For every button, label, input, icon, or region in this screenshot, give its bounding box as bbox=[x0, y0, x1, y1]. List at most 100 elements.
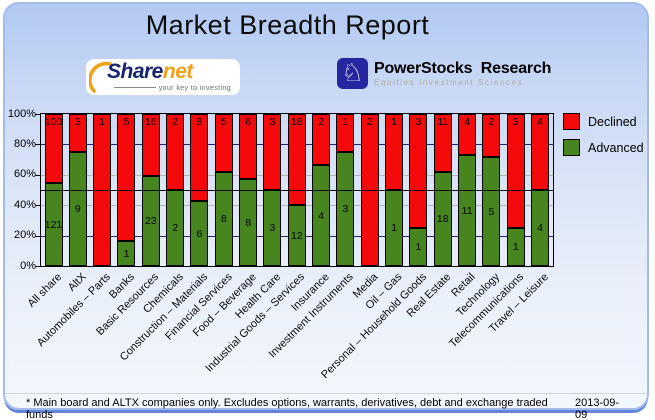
bar-value-declined: 1 bbox=[391, 116, 398, 128]
powerstocks-logo: ♘ PowerStocks Research Equities Investme… bbox=[337, 58, 551, 94]
bar-value-declined: 5 bbox=[123, 116, 130, 128]
bar-segment-declined: 1 bbox=[385, 114, 404, 190]
footer: * Main board and ALTX companies only. Ex… bbox=[26, 397, 631, 420]
y-tick-mark bbox=[35, 266, 40, 267]
bar-value-advanced: 3 bbox=[269, 222, 276, 234]
bar: 4 11 bbox=[458, 114, 477, 266]
bar-value-advanced: 23 bbox=[144, 215, 157, 227]
bar-segment-advanced: 9 bbox=[68, 152, 87, 266]
y-tick-mark bbox=[35, 205, 40, 207]
bar-value-declined: 3 bbox=[74, 116, 81, 128]
y-tick-label: 40% bbox=[13, 198, 36, 211]
sharenet-tagline: your key to investing bbox=[113, 85, 231, 92]
bar-value-declined: 8 bbox=[196, 116, 203, 128]
bar-value-advanced: 12 bbox=[290, 229, 303, 242]
legend-item-declined: Declined bbox=[563, 113, 644, 130]
bar-value-declined: 100 bbox=[44, 116, 63, 128]
legend-swatch-advanced bbox=[563, 139, 580, 156]
bar-segment-declined: 2 bbox=[166, 114, 185, 190]
bar-value-declined: 3 bbox=[512, 116, 519, 128]
plot-area: 100 121 3 9 1 5 1 16 23 2 2 8 6 5 8 6 8 3 3 18 12 2 4 1 3 2 1 1 3 1 11… bbox=[40, 113, 554, 267]
bar-segment-advanced: 8 bbox=[239, 179, 258, 266]
bar-segment-advanced: 18 bbox=[433, 172, 452, 266]
bar: 11 18 bbox=[433, 114, 452, 266]
y-tick-label: 80% bbox=[13, 137, 36, 150]
bar-segment-declined: 11 bbox=[433, 114, 452, 172]
bar-value-declined: 1 bbox=[99, 116, 106, 128]
bar-segment-declined: 6 bbox=[239, 114, 258, 179]
legend: Declined Advanced bbox=[563, 113, 644, 165]
sharenet-tagline-text: your key to investing bbox=[158, 85, 231, 92]
bar-segment-declined: 16 bbox=[141, 114, 160, 176]
bar-value-declined: 4 bbox=[537, 116, 544, 128]
bar-value-advanced: 3 bbox=[342, 203, 349, 215]
bar-value-declined: 4 bbox=[464, 116, 471, 128]
bar-value-declined: 11 bbox=[437, 116, 449, 128]
bar-segment-declined: 8 bbox=[190, 114, 209, 201]
bar-value-advanced: 121 bbox=[44, 218, 63, 231]
bar-segment-declined: 1 bbox=[336, 114, 355, 152]
bar-value-advanced: 2 bbox=[172, 222, 179, 234]
legend-item-advanced: Advanced bbox=[563, 139, 644, 156]
bar-segment-advanced: 3 bbox=[263, 190, 282, 266]
bar-value-advanced: 6 bbox=[196, 227, 203, 240]
bar-value-advanced: 1 bbox=[391, 222, 398, 234]
bar-segment-advanced: 12 bbox=[287, 205, 306, 266]
y-tick-mark bbox=[35, 174, 40, 176]
bar-value-advanced: 1 bbox=[512, 241, 519, 253]
bar-segment-declined: 3 bbox=[68, 114, 87, 152]
bar-segment-advanced: 4 bbox=[312, 165, 331, 266]
chess-knight-icon: ♘ bbox=[337, 58, 368, 89]
sharenet-arc-icon bbox=[89, 61, 112, 93]
fifty-percent-line bbox=[41, 190, 553, 191]
bar-value-declined: 3 bbox=[269, 116, 276, 128]
bar-segment-declined: 2 bbox=[312, 114, 331, 165]
bar-segment-declined: 5 bbox=[214, 114, 233, 172]
sharenet-logo: Sharenet your key to investing bbox=[86, 59, 240, 95]
bar-segment-advanced: 23 bbox=[141, 176, 160, 266]
footer-separator bbox=[5, 393, 650, 394]
bar-segment-declined: 2 bbox=[482, 114, 501, 157]
bar-value-advanced: 4 bbox=[318, 209, 325, 222]
bar-value-advanced: 1 bbox=[415, 241, 422, 253]
powerstocks-tagline: Equities Investment Sciences bbox=[374, 78, 524, 87]
bar-segment-advanced: 8 bbox=[214, 172, 233, 266]
bar: 100 121 bbox=[44, 114, 63, 266]
y-tick-mark bbox=[35, 114, 40, 115]
bar-segment-declined: 5 bbox=[117, 114, 136, 241]
bar-segment-advanced: 3 bbox=[336, 152, 355, 266]
bar-segment-declined: 18 bbox=[287, 114, 306, 205]
y-tick-label: 0% bbox=[20, 259, 36, 272]
bar-segment-declined: 100 bbox=[44, 114, 63, 183]
sharenet-tagline-rule bbox=[113, 87, 156, 88]
bar: 16 23 bbox=[141, 114, 160, 266]
bar-segment-declined: 3 bbox=[263, 114, 282, 190]
bar-value-declined: 2 bbox=[366, 116, 373, 128]
bar-value-advanced: 11 bbox=[461, 204, 473, 217]
bar-value-declined: 2 bbox=[488, 116, 495, 128]
sharenet-wordmark-share: Share bbox=[107, 60, 163, 83]
bar-segment-advanced: 6 bbox=[190, 201, 209, 266]
sharenet-wordmark: Sharenet bbox=[107, 60, 193, 84]
y-tick-mark bbox=[35, 144, 40, 146]
legend-swatch-declined bbox=[563, 113, 580, 130]
bar-segment-advanced: 1 bbox=[409, 228, 428, 266]
bar-segment-declined: 4 bbox=[531, 114, 550, 190]
bar-value-declined: 2 bbox=[172, 116, 179, 128]
bar-segment-advanced: 1 bbox=[506, 228, 525, 266]
y-tick-label: 100% bbox=[7, 107, 36, 120]
bar-value-advanced: 9 bbox=[74, 203, 81, 215]
bar-segment-advanced: 1 bbox=[385, 190, 404, 266]
page-title: Market Breadth Report bbox=[145, 10, 430, 40]
